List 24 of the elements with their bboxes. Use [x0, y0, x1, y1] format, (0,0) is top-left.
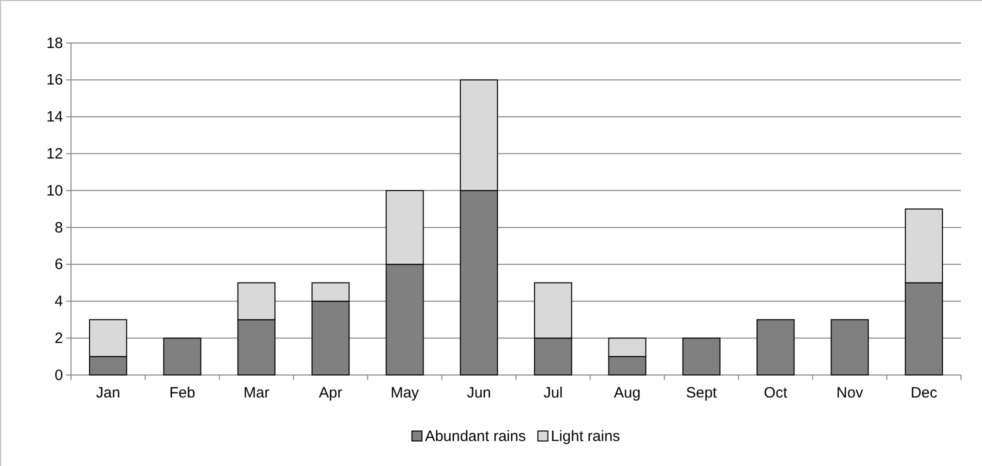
y-tick-label: 4	[54, 293, 63, 310]
y-tick-label: 0	[54, 366, 63, 384]
y-tick-label: 2	[54, 330, 63, 347]
x-tick-label: Oct	[764, 384, 788, 402]
y-tick-label: 6	[54, 256, 63, 274]
x-tick-label: Nov	[836, 384, 864, 402]
legend-label: Abundant rains	[424, 428, 526, 445]
x-tick-label: Dec	[910, 384, 938, 402]
y-tick-label: 12	[46, 145, 63, 162]
x-tick-label: Jan	[96, 384, 120, 402]
y-tick-label: 16	[46, 72, 63, 89]
x-tick-label: Jul	[543, 384, 563, 402]
y-tick-label: 14	[46, 108, 63, 126]
x-tick-label: Apr	[318, 384, 342, 402]
x-tick-label: May	[390, 384, 420, 402]
y-tick-label: 10	[46, 182, 63, 200]
y-tick-label: 8	[54, 219, 63, 236]
x-tick-label: Jun	[466, 384, 492, 402]
x-tick-label: Aug	[614, 384, 641, 402]
x-tick-label: Sept	[686, 384, 718, 402]
legend-label: Light rains	[550, 428, 620, 445]
x-tick-label: Feb	[169, 384, 196, 402]
x-tick-label: Mar	[243, 384, 270, 402]
y-tick-label: 18	[46, 34, 63, 52]
